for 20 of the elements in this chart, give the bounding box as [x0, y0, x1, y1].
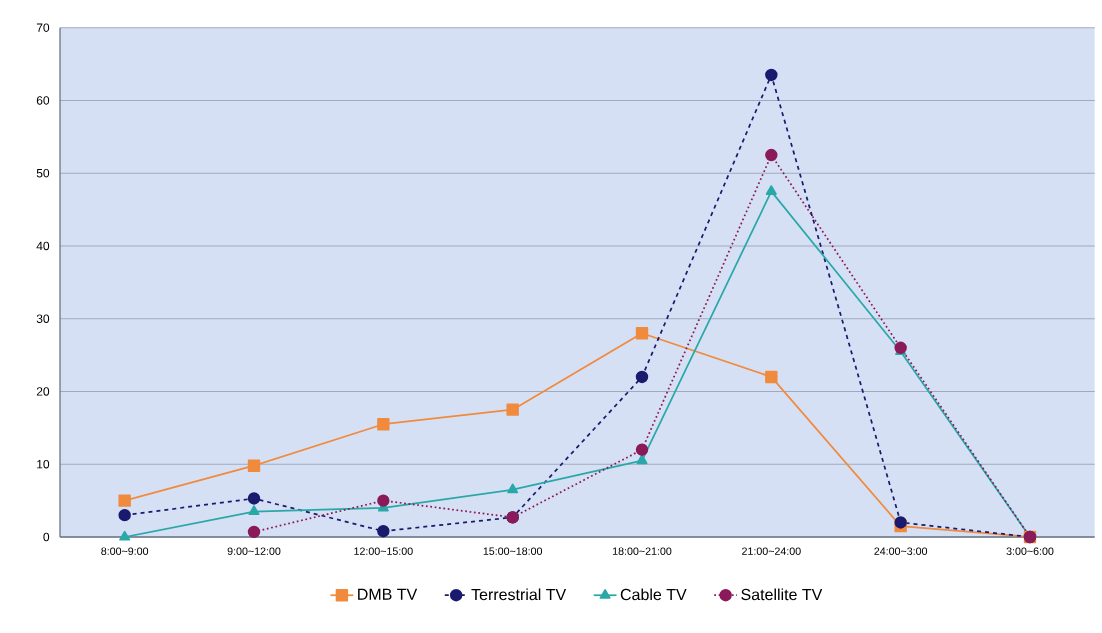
legend-label: DMB TV [358, 588, 418, 600]
x-tick-label: 3:00~6:00 [1006, 547, 1054, 555]
y-tick-label: 40 [36, 241, 50, 251]
legend-label: Satellite TV [741, 588, 823, 601]
x-tick-label: 8:00~9:00 [101, 547, 149, 555]
legend-label: Cable TV [620, 588, 687, 601]
legend-label: Terrestrial TV [471, 588, 567, 601]
x-tick-label: 21:00~24:00 [742, 547, 801, 555]
y-tick-label: 60 [36, 96, 50, 105]
x-tick-label: 9:00~12:00 [227, 547, 281, 555]
x-tick-label: 12:00~15:00 [354, 547, 413, 555]
y-tick-label: 70 [36, 23, 50, 32]
x-tick-label: 24:00~3:00 [874, 547, 928, 555]
y-tick-label: 20 [36, 387, 50, 396]
y-tick-label: 30 [36, 314, 50, 323]
y-tick-label: 10 [37, 459, 50, 469]
y-tick-label: 50 [36, 168, 50, 178]
y-tick-label: 0 [43, 532, 50, 542]
x-tick-label: 18:00~21:00 [613, 547, 672, 555]
x-tick-label: 15:00~18:00 [483, 547, 543, 555]
